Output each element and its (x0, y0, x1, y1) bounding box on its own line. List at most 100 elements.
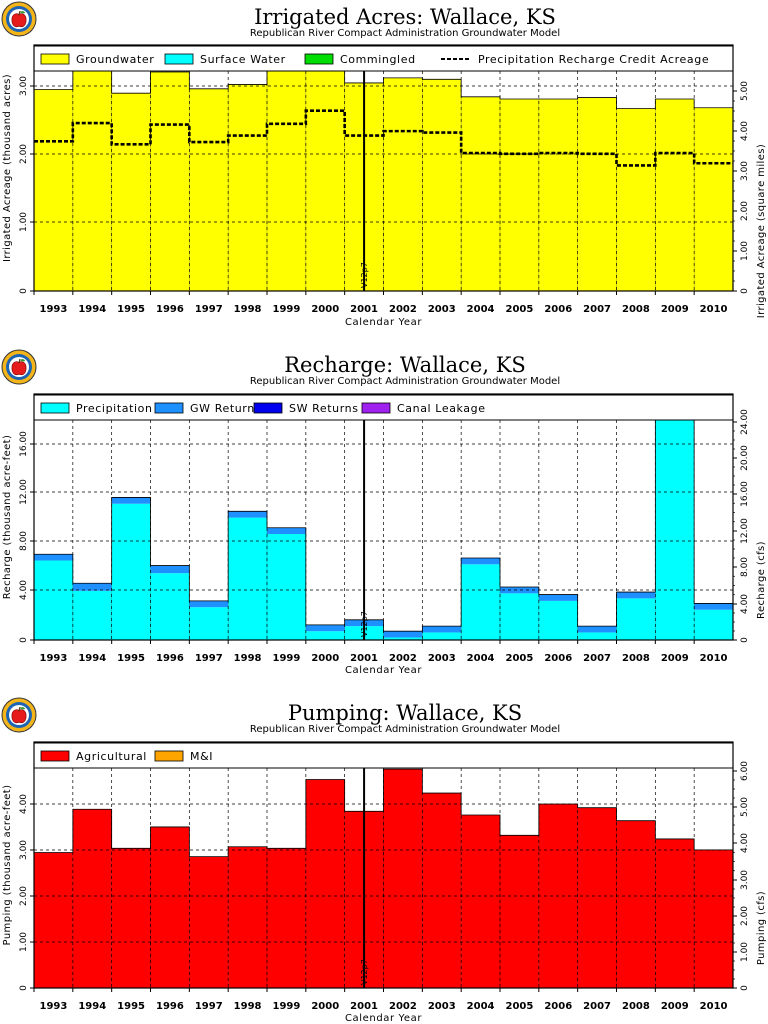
x-tick-label: 2008 (622, 1001, 650, 1012)
bar-precipitation-1998 (228, 517, 267, 640)
legend-swatch-surface-water (164, 53, 194, 65)
apple-icon (11, 361, 27, 376)
bar-groundwater-1999 (267, 69, 306, 291)
bar-gw-returns-2004 (461, 558, 500, 565)
y2-tick-label: 20.00 (740, 445, 750, 471)
bar-precipitation-1996 (150, 573, 190, 640)
bar-groundwater-1995 (111, 93, 151, 291)
x-tick-label: 1995 (117, 304, 145, 315)
y-tick-label: 3.00 (19, 76, 29, 96)
bar-precipitation-2004 (461, 564, 500, 640)
y2-axis-label: Irrigated Acreage (square miles) (756, 144, 767, 318)
bar-precipitation-1994 (72, 590, 112, 640)
chart-subtitle: Republican River Compact Administration … (250, 376, 560, 387)
x-tick-label: 1997 (195, 1001, 223, 1012)
x-tick-label: 1995 (117, 1001, 145, 1012)
y2-tick-label: 2.00 (740, 201, 750, 221)
line-series-precip-credit (34, 109, 733, 167)
x-tick-label: 1993 (39, 304, 67, 315)
x-tick-label: 2001 (350, 653, 378, 664)
y-axis-label: Irrigated Acreage (thousand acres) (2, 74, 13, 262)
bar-groundwater-1994 (72, 70, 112, 292)
x-tick-label: 2000 (311, 304, 339, 315)
x-axis-label: Calendar Year (345, 317, 422, 328)
bar-gw-returns-1996 (150, 565, 190, 574)
bar-agricultural-2003 (422, 793, 462, 988)
y-tick-label: 1.00 (19, 932, 29, 952)
bar-precipitation-2000 (305, 631, 345, 640)
legend-swatch-commingled (304, 53, 334, 65)
x-tick-label: 2010 (700, 1001, 728, 1012)
bar-groundwater-2005 (500, 99, 539, 291)
y2-axis-label: Pumping (cfs) (756, 891, 767, 965)
x-tick-label: 1993 (39, 653, 67, 664)
bar-gw-returns-1993 (34, 554, 73, 561)
legend-swatch-m-i (154, 750, 184, 762)
x-tick-label: 2004 (467, 653, 495, 664)
bar-precipitation-1997 (189, 607, 229, 640)
x-tick-label: 2002 (389, 653, 417, 664)
x-tick-label: 2003 (428, 653, 456, 664)
legend-box (33, 394, 734, 421)
x-tick-label: 2002 (389, 1001, 417, 1012)
x-tick-label: 1999 (272, 1001, 300, 1012)
legend-label: Surface Water (200, 53, 286, 66)
x-tick-label: 1999 (272, 653, 300, 664)
marker-label: V12p7 (360, 262, 369, 288)
bar-groundwater-2006 (538, 99, 578, 291)
apple-leaf (20, 707, 25, 710)
bar-agricultural-2009 (655, 838, 695, 988)
bar-agricultural-2005 (500, 835, 539, 988)
bar-precipitation-1995 (111, 503, 151, 640)
legend-label: Groundwater (76, 53, 154, 66)
bar-agricultural-1993 (34, 852, 73, 988)
apple-stem (18, 706, 21, 712)
x-tick-label: 1996 (156, 1001, 184, 1012)
x-tick-label: 2006 (544, 304, 572, 315)
bar-groundwater-2003 (422, 79, 462, 291)
y-axis-label: Pumping (thousand acre-feet) (2, 785, 13, 946)
legend-box (33, 45, 734, 72)
legend-label: GW Returns (190, 402, 261, 415)
bar-groundwater-1993 (34, 89, 73, 291)
chart-title: Irrigated Acres: Wallace, KS (254, 5, 556, 29)
apple-leaf (20, 11, 25, 14)
bar-groundwater-1996 (150, 72, 190, 291)
bar-agricultural-2004 (461, 814, 500, 988)
x-tick-label: 2003 (428, 1001, 456, 1012)
y2-tick-label: 5.00 (740, 797, 750, 817)
apple-icon (11, 709, 27, 724)
chart-subtitle: Republican River Compact Administration … (250, 724, 560, 735)
x-tick-label: 2007 (583, 1001, 611, 1012)
bar-agricultural-1996 (150, 826, 190, 988)
x-tick-label: 2002 (389, 304, 417, 315)
y2-tick-label: 16.00 (740, 481, 750, 507)
y-tick-label: 4.00 (19, 794, 29, 814)
x-tick-label: 2010 (700, 304, 728, 315)
x-tick-label: 1996 (156, 304, 184, 315)
bar-agricultural-2008 (616, 820, 656, 988)
x-tick-label: 2003 (428, 304, 456, 315)
bar-agricultural-2007 (577, 807, 617, 988)
bar-precipitation-2003 (422, 632, 462, 640)
bar-agricultural-1997 (189, 856, 229, 988)
y-tick-label: 0 (19, 637, 29, 643)
x-tick-label: 2009 (661, 1001, 689, 1012)
bar-groundwater-2000 (305, 56, 345, 292)
legend-label: SW Returns (289, 402, 359, 415)
y-tick-label: 16.00 (19, 431, 29, 457)
chart-title: Pumping: Wallace, KS (288, 701, 522, 725)
x-tick-label: 1997 (195, 304, 223, 315)
x-tick-label: 1993 (39, 1001, 67, 1012)
bar-precipitation-2009 (655, 400, 695, 640)
x-tick-label: 2010 (700, 653, 728, 664)
y2-tick-label: 24.00 (740, 409, 750, 435)
bar-gw-returns-1998 (228, 511, 267, 518)
x-tick-label: 2006 (544, 653, 572, 664)
x-tick-label: 2006 (544, 1001, 572, 1012)
legend-label: M&I (190, 750, 213, 763)
y-tick-label: 1.00 (19, 212, 29, 232)
bar-gw-returns-2000 (305, 624, 345, 632)
y2-tick-label: 3.00 (740, 870, 750, 890)
